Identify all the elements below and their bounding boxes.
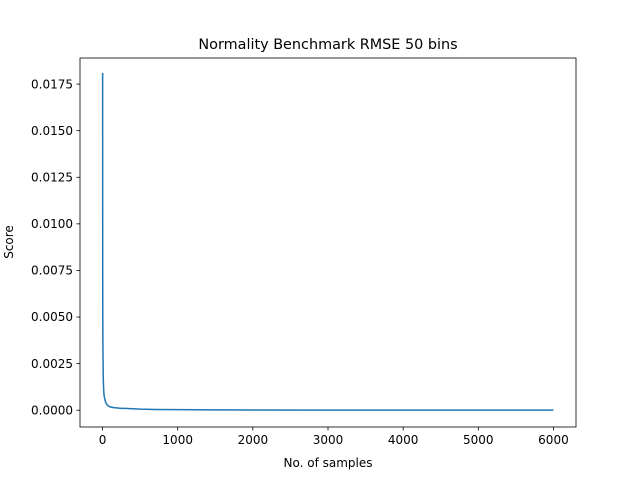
x-tick-label: 5000 <box>463 433 494 447</box>
x-tick-label: 2000 <box>238 433 269 447</box>
x-tick-label: 0 <box>99 433 107 447</box>
x-tick-label: 4000 <box>388 433 419 447</box>
x-tick-label: 6000 <box>538 433 569 447</box>
x-axis-label: No. of samples <box>284 456 373 470</box>
chart-title: Normality Benchmark RMSE 50 bins <box>198 37 457 53</box>
y-axis-label: Score <box>2 225 16 259</box>
y-tick-label: 0.0150 <box>31 124 73 138</box>
y-axis-ticks: 0.0000 0.0025 0.0050 0.0075 0.0100 0.0125 0.01… <box>31 77 80 417</box>
y-tick-label: 0.0075 <box>31 264 73 278</box>
y-tick-label: 0.0025 <box>31 357 73 371</box>
x-axis-ticks: 0 1000 2000 3000 4000 5000 6000 <box>99 427 569 447</box>
x-tick-label: 1000 <box>162 433 193 447</box>
y-tick-label: 0.0000 <box>31 403 73 417</box>
y-tick-label: 0.0050 <box>31 310 73 324</box>
y-tick-label: 0.0125 <box>31 170 73 184</box>
y-tick-label: 0.0100 <box>31 217 73 231</box>
series-line <box>101 72 554 411</box>
y-tick-label: 0.0175 <box>31 77 73 91</box>
x-tick-label: 3000 <box>313 433 344 447</box>
